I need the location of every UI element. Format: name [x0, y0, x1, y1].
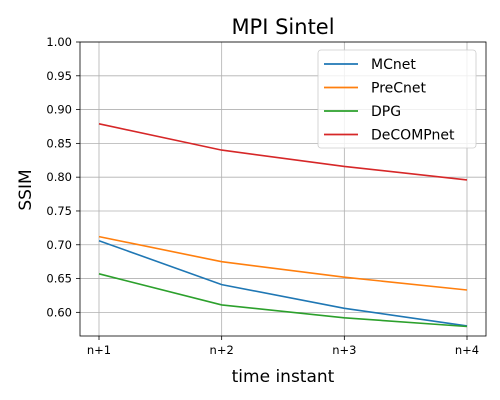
series-line-mcnet — [98, 239, 468, 327]
y-tick-label: 0.75 — [46, 204, 72, 218]
y-tick-label: 0.80 — [46, 170, 72, 184]
plot-area-frame — [79, 41, 487, 337]
series-line-dpg — [98, 273, 468, 328]
series-lines — [98, 123, 468, 328]
legend-label-dpg: DPG — [371, 104, 401, 120]
y-tick-label: 0.70 — [46, 238, 72, 252]
chart-title: MPI Sintel — [231, 15, 334, 39]
x-tick-label: n+4 — [455, 343, 479, 357]
y-tick-label: 0.90 — [46, 103, 72, 117]
axis-ticks: n+1 n+2 n+3 n+4 0.60 0.65 0.70 0.75 0.80 0.85 0.90… — [46, 35, 479, 357]
y-tick-label: 0.60 — [46, 305, 72, 319]
y-tick-label: 0.95 — [46, 69, 72, 83]
series-line-decompnet — [98, 123, 468, 181]
x-tick-label: n+1 — [87, 343, 111, 357]
x-axis-label: time instant — [232, 367, 335, 387]
y-tick-label: 0.85 — [46, 136, 72, 150]
y-tick-label: 0.65 — [46, 272, 72, 286]
x-tick-label: n+2 — [210, 343, 234, 357]
y-tick-label: 1.00 — [46, 35, 72, 49]
legend: MCnet PreCnet DPG DeCOMPnet — [317, 49, 477, 149]
legend-label-mcnet: MCnet — [371, 57, 416, 73]
x-tick-label: n+3 — [332, 343, 356, 357]
y-axis-label: SSIM — [16, 169, 36, 210]
series-line-precnet — [98, 235, 468, 291]
legend-label-decompnet: DeCOMPnet — [371, 128, 455, 144]
legend-label-precnet: PreCnet — [371, 81, 427, 97]
legend-box — [317, 49, 477, 149]
